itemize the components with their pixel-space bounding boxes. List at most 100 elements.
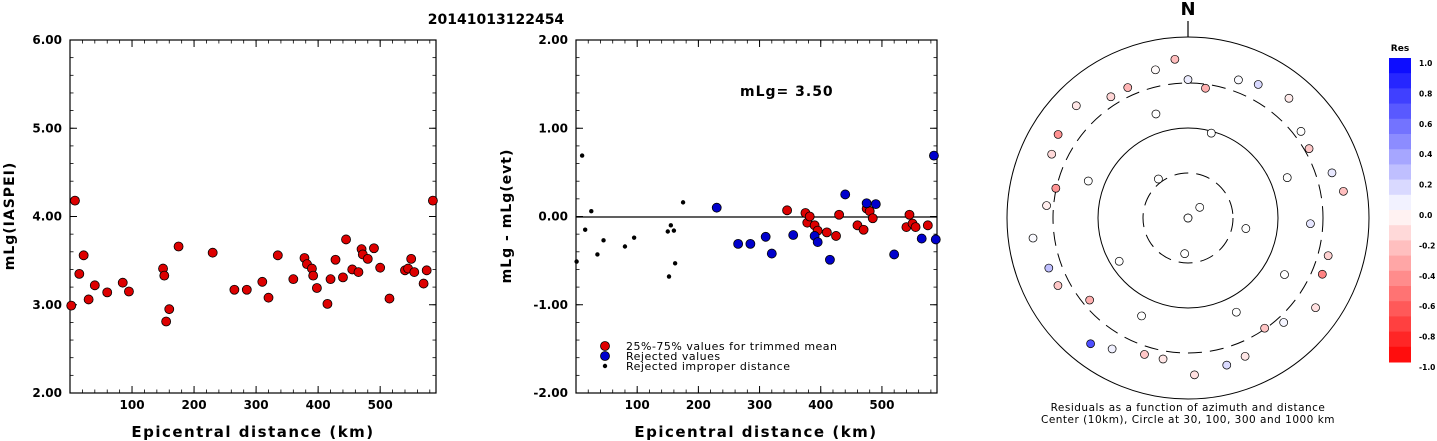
colorbar-cell bbox=[1389, 210, 1411, 226]
legend-label-trimmed: 25%-75% values for trimmed mean bbox=[626, 340, 838, 353]
left-data-point bbox=[124, 286, 134, 297]
left-plot: 2.00 3.00 4.00 5.00 6.00 100 200 300 400 500 mLg… bbox=[2, 33, 438, 441]
left-xtick-label: 200 bbox=[182, 398, 207, 412]
rejected-point bbox=[766, 248, 777, 259]
trimmed-mean-point bbox=[922, 220, 933, 231]
polar-station-point bbox=[1180, 249, 1190, 259]
left-plot-frame bbox=[69, 39, 437, 394]
left-data-point bbox=[117, 277, 128, 288]
improper-distance-point bbox=[680, 200, 686, 205]
legend-label-rejected: Rejected values bbox=[626, 350, 721, 363]
polar-station-point bbox=[1137, 311, 1146, 321]
left-data-point bbox=[70, 195, 80, 206]
colorbar-tick-label: 0.2 bbox=[1419, 181, 1432, 190]
colorbar-tick-label: 1.0 bbox=[1419, 59, 1432, 68]
left-data-point bbox=[241, 284, 252, 295]
mid-ytick-label: -2.00 bbox=[533, 386, 568, 400]
colorbar-cell bbox=[1389, 286, 1411, 302]
polar-station-point bbox=[1044, 263, 1054, 273]
polar-station-point bbox=[1051, 183, 1061, 193]
colorbar-cell bbox=[1389, 149, 1411, 165]
legend-marker-improper bbox=[602, 363, 608, 369]
improper-distance-point bbox=[574, 259, 579, 264]
mid-ytick-label: 1.00 bbox=[538, 121, 568, 135]
rejected-point bbox=[916, 233, 927, 244]
polar-station-point bbox=[1284, 93, 1294, 103]
residual-plot-ylabel: mLg - mLg(evt) bbox=[499, 149, 515, 284]
left-data-point bbox=[421, 265, 432, 276]
colorbar-tick-label: -0.8 bbox=[1419, 333, 1435, 342]
polar-station-point bbox=[1028, 233, 1038, 243]
colorbar-tick-label: 0.0 bbox=[1419, 211, 1432, 220]
rejected-point bbox=[889, 249, 900, 260]
rejected-point bbox=[861, 198, 872, 209]
polar-station-point bbox=[1327, 168, 1337, 178]
colorbar-cell bbox=[1389, 118, 1411, 135]
polar-station-point bbox=[1083, 176, 1093, 186]
polar-station-point bbox=[1123, 83, 1133, 92]
mid-ytick-label: 2.00 bbox=[538, 33, 568, 47]
trimmed-mean-point bbox=[910, 222, 921, 232]
ring-100km bbox=[1097, 127, 1279, 309]
polar-station-point bbox=[1107, 344, 1117, 354]
rejected-point bbox=[930, 234, 941, 245]
improper-distance-point bbox=[579, 153, 585, 158]
left-xtick-label: 100 bbox=[120, 398, 145, 412]
polar-station-point bbox=[1304, 144, 1314, 153]
rejected-point bbox=[733, 238, 744, 249]
rejected-point bbox=[760, 231, 771, 242]
colorbar-title: Res bbox=[1391, 44, 1409, 54]
improper-distance-point bbox=[622, 244, 628, 249]
mlg-annotation: mLg= 3.50 bbox=[740, 84, 834, 100]
trimmed-mean-point bbox=[858, 224, 869, 235]
polar-station-point bbox=[1206, 128, 1216, 138]
left-data-point bbox=[159, 270, 170, 281]
polar-station-point bbox=[1253, 80, 1263, 89]
polar-station-point bbox=[1231, 307, 1241, 317]
colorbar-cell bbox=[1389, 240, 1411, 257]
rejected-point bbox=[788, 230, 799, 240]
left-data-point bbox=[362, 253, 373, 264]
left-data-point bbox=[369, 243, 379, 254]
polar-station-point bbox=[1151, 65, 1160, 75]
polar-station-point bbox=[1183, 213, 1193, 223]
polar-station-point bbox=[1201, 83, 1210, 93]
improper-distance-point bbox=[601, 238, 606, 243]
improper-distance-point bbox=[631, 235, 637, 240]
residual-plot-xlabel: Epicentral distance (km) bbox=[634, 423, 877, 441]
left-data-point bbox=[330, 254, 341, 265]
polar-station-point bbox=[1282, 173, 1292, 182]
left-data-point bbox=[375, 262, 386, 273]
mid-xtick-label: 300 bbox=[747, 398, 772, 412]
left-data-point bbox=[89, 280, 100, 291]
left-xtick-label: 300 bbox=[244, 398, 269, 412]
left-data-point bbox=[338, 272, 348, 283]
polar-station-point bbox=[1071, 101, 1081, 111]
rejected-point bbox=[929, 150, 939, 161]
left-data-point bbox=[164, 304, 175, 315]
left-data-point bbox=[229, 284, 240, 295]
polar-station-point bbox=[1053, 130, 1063, 139]
polar-caption-line2: Center (10km), Circle at 30, 100, 300 an… bbox=[1041, 414, 1335, 426]
left-data-point bbox=[263, 292, 274, 303]
rejected-point bbox=[711, 202, 722, 213]
left-data-point bbox=[288, 274, 299, 285]
left-data-point bbox=[207, 247, 218, 258]
polar-station-point bbox=[1241, 224, 1251, 233]
mid-ytick-label: -1.00 bbox=[533, 298, 568, 312]
improper-distance-point bbox=[666, 274, 672, 279]
polar-station-point bbox=[1222, 360, 1232, 370]
colorbar-cell bbox=[1389, 225, 1411, 241]
polar-station-point bbox=[1114, 256, 1124, 266]
trimmed-mean-point bbox=[904, 209, 915, 220]
rejected-point bbox=[840, 189, 851, 200]
polar-station-point bbox=[1279, 318, 1289, 327]
colorbar-cell bbox=[1389, 164, 1411, 181]
north-label: N bbox=[1180, 0, 1195, 20]
trimmed-mean-point bbox=[804, 211, 815, 222]
trimmed-mean-point bbox=[831, 231, 841, 241]
improper-distance-point bbox=[582, 227, 588, 232]
rejected-point bbox=[812, 237, 823, 247]
left-data-point bbox=[311, 283, 322, 293]
polar-station-point bbox=[1339, 186, 1348, 196]
